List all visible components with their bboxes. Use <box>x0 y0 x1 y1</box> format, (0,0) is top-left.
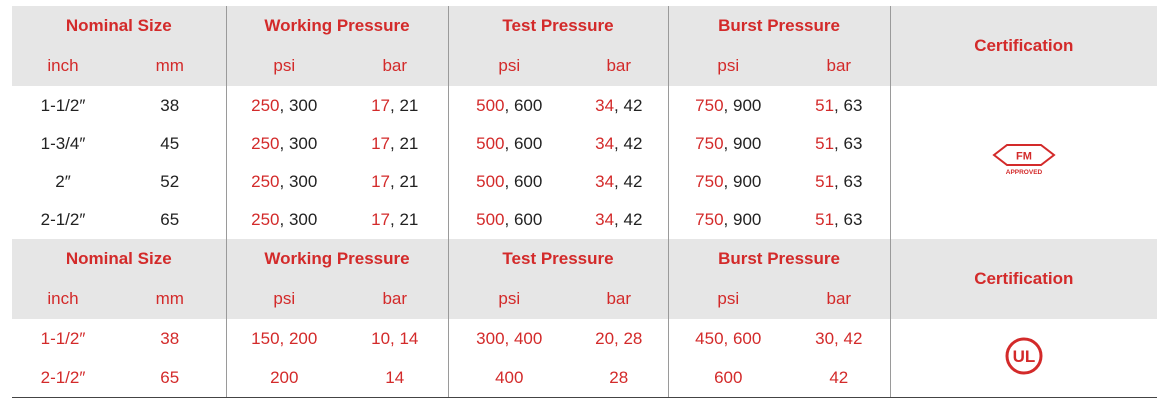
tp-bar-cell: 34, 42 <box>595 134 643 153</box>
bp-psi-cell: 750, 900 <box>667 163 789 201</box>
pressure-spec-table: Nominal Size Working Pressure Test Press… <box>12 6 1158 398</box>
working-pressure-header: Working Pressure <box>225 239 448 279</box>
wp-bar-cell: 14 <box>342 358 448 398</box>
tp-psi-cell: 500, 600 <box>447 201 570 239</box>
table-row: 1-1/2″ 38 250, 300 17, 21 500, 600 34, 4… <box>12 86 1158 239</box>
test-pressure-header: Test Pressure <box>447 6 669 46</box>
mm-cell: 38 <box>160 328 180 348</box>
mm-subheader: mm <box>155 289 184 308</box>
bp-psi-cell: 450, 600 <box>667 319 789 358</box>
wp-psi-cell: 250, 300 <box>225 163 342 201</box>
inch-cell: 1-3/4″ <box>40 134 86 153</box>
tp-bar-subheader: bar <box>606 56 632 75</box>
inch-cell: 2″ <box>55 172 71 191</box>
bp-psi-cell: 750, 900 <box>667 86 789 125</box>
bp-bar-cell: 51, 63 <box>815 172 863 191</box>
table-row: 1-1/2″ 38 150, 200 10, 14 300, 400 20, 2… <box>12 319 1158 398</box>
fm-approved-logo: FM APPROVED <box>992 144 1056 176</box>
table-row: 2-1/2″ 65 200 14 400 28 600 42 <box>12 358 1158 398</box>
mm-cell: 65 <box>160 210 180 229</box>
wp-bar-cell: 17, 21 <box>371 210 419 229</box>
wp-psi-cell: 200 <box>225 358 342 398</box>
ul-listed-logo: UL <box>1005 337 1043 374</box>
inch-cell: 1-1/2″ <box>40 95 86 115</box>
bp-bar-cell: 51, 63 <box>815 95 863 115</box>
tp-bar-subheader: bar <box>606 289 632 308</box>
wp-bar-cell: 17, 21 <box>371 95 419 115</box>
inch-subheader: inch <box>47 56 79 75</box>
wp-psi-cell: 250, 300 <box>225 125 342 163</box>
bp-bar-cell: 51, 63 <box>815 210 863 229</box>
wp-psi-cell: 150, 200 <box>225 319 342 358</box>
mm-cell: 52 <box>160 172 180 191</box>
svg-text:UL: UL <box>1012 347 1035 366</box>
svg-text:APPROVED: APPROVED <box>1006 169 1043 176</box>
certification-header: Certification <box>889 239 1158 319</box>
mm-cell: 38 <box>160 95 180 115</box>
table-row: 2-1/2″ 65 250, 300 17, 21 500, 600 34, 4… <box>12 201 1157 239</box>
burst-pressure-header: Burst Pressure <box>667 239 891 279</box>
wp-bar-cell: 17, 21 <box>371 134 419 153</box>
tp-bar-cell: 20, 28 <box>595 328 643 348</box>
tp-psi-cell: 300, 400 <box>447 319 570 358</box>
tp-psi-cell: 500, 600 <box>447 163 570 201</box>
wp-bar-subheader: bar <box>382 289 408 308</box>
bp-psi-cell: 750, 900 <box>667 201 789 239</box>
bp-bar-cell: 42 <box>788 358 891 398</box>
wp-bar-cell: 10, 14 <box>371 328 419 348</box>
mm-cell: 65 <box>114 358 226 398</box>
bp-psi-subheader: psi <box>667 279 789 319</box>
mm-cell: 45 <box>160 134 180 153</box>
wp-bar-subheader: bar <box>382 56 408 75</box>
wp-psi-subheader: psi <box>225 46 342 86</box>
bp-psi-cell: 600 <box>667 358 789 398</box>
header-row-fm: Nominal Size Working Pressure Test Press… <box>12 6 1158 86</box>
wp-psi-cell: 250, 300 <box>225 201 342 239</box>
inch-cell: 1-1/2″ <box>40 328 86 348</box>
tp-psi-cell: 500, 600 <box>447 86 570 125</box>
tp-bar-cell: 28 <box>570 358 669 398</box>
mm-subheader: mm <box>155 56 184 75</box>
tp-psi-cell: 500, 600 <box>447 125 570 163</box>
ul-certification-cell: UL <box>889 319 1158 398</box>
subheader-row-ul: inch mm psi bar psi bar psi bar <box>12 279 1158 319</box>
tp-bar-cell: 34, 42 <box>595 95 643 115</box>
burst-pressure-header: Burst Pressure <box>667 6 891 46</box>
header-row-ul: Nominal Size Working Pressure Test Press… <box>12 239 1158 319</box>
wp-psi-subheader: psi <box>225 279 342 319</box>
wp-psi-cell: 250, 300 <box>225 86 342 125</box>
certification-header: Certification <box>889 6 1158 86</box>
tp-bar-cell: 34, 42 <box>595 210 643 229</box>
bp-bar-cell: 51, 63 <box>815 134 863 153</box>
working-pressure-header: Working Pressure <box>225 6 448 46</box>
nominal-size-header: Nominal Size <box>65 249 172 268</box>
nominal-size-header: Nominal Size <box>65 16 172 35</box>
tp-bar-cell: 34, 42 <box>595 172 643 191</box>
wp-bar-cell: 17, 21 <box>371 172 419 191</box>
table-row: 1-3/4″ 45 250, 300 17, 21 500, 600 34, 4… <box>12 125 1157 163</box>
fm-certification-cell: FM APPROVED <box>889 86 1158 239</box>
table-row: 2″ 52 250, 300 17, 21 500, 600 34, 42 75… <box>12 163 1157 201</box>
bp-bar-cell: 30, 42 <box>815 328 863 348</box>
inch-cell: 2-1/2″ <box>40 210 86 229</box>
bp-bar-subheader: bar <box>826 289 852 308</box>
inch-cell: 2-1/2″ <box>12 358 114 398</box>
bp-psi-cell: 750, 900 <box>667 125 789 163</box>
svg-text:FM: FM <box>1016 151 1032 163</box>
tp-psi-cell: 400 <box>447 358 570 398</box>
bp-psi-subheader: psi <box>667 46 789 86</box>
test-pressure-header: Test Pressure <box>447 239 669 279</box>
bp-bar-subheader: bar <box>826 56 852 75</box>
inch-subheader: inch <box>47 289 79 308</box>
tp-psi-subheader: psi <box>447 279 570 319</box>
tp-psi-subheader: psi <box>447 46 570 86</box>
